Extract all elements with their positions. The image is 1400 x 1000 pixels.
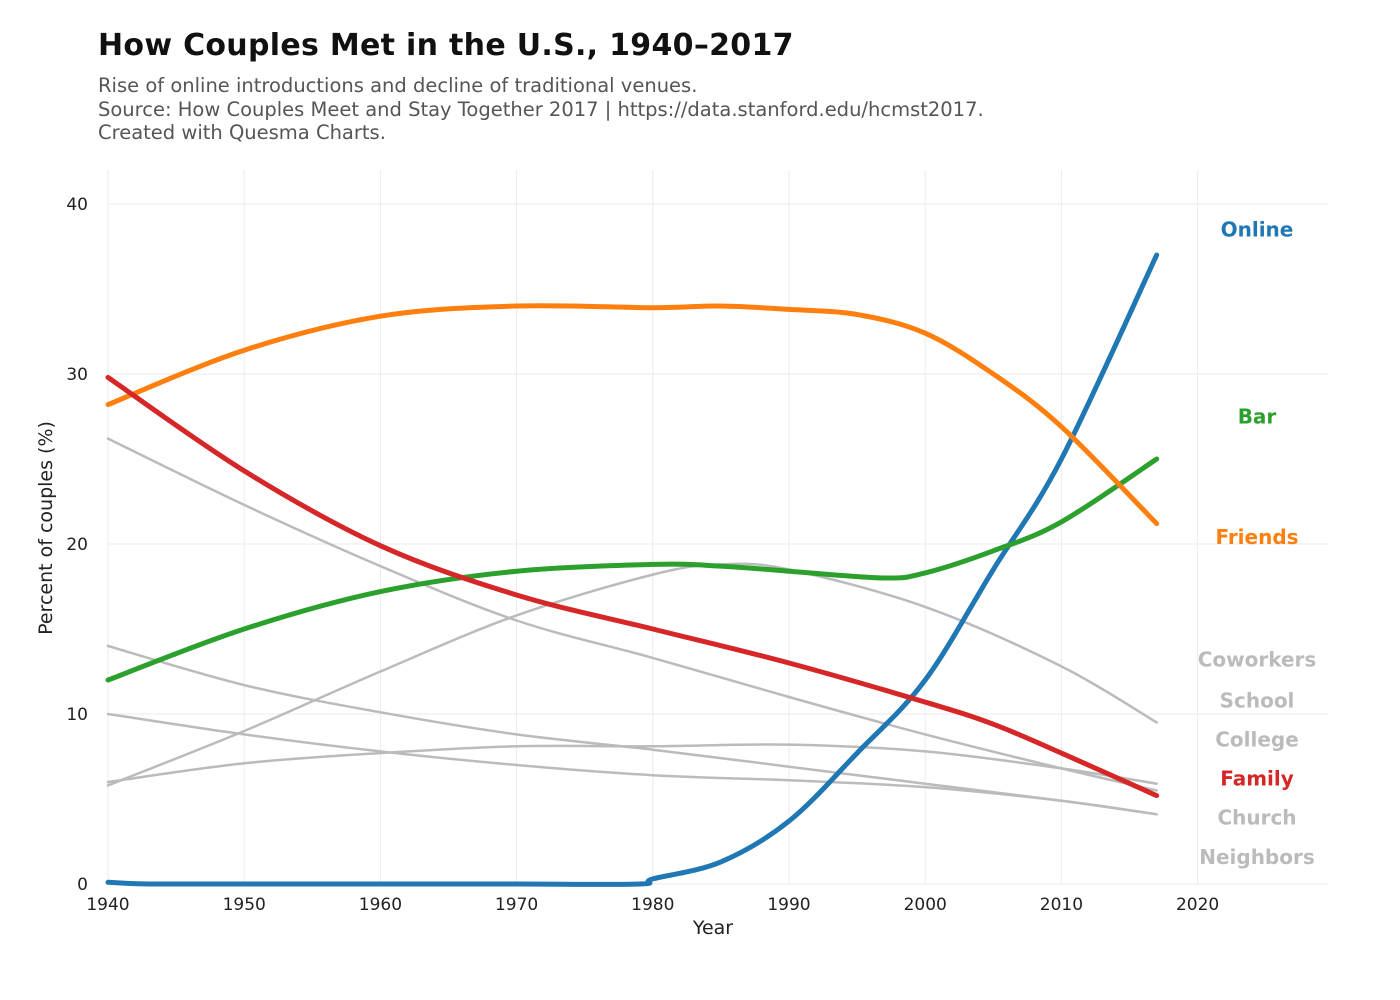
series-line-family <box>105 374 1160 799</box>
series-label-school: School <box>1220 688 1295 712</box>
x-tick-label: 1980 <box>631 895 674 915</box>
chart-subtitle: Rise of online introductions and decline… <box>98 74 698 97</box>
chart-source: Source: How Couples Meet and Stay Togeth… <box>98 98 984 121</box>
chart-title: How Couples Met in the U.S., 1940–2017 <box>98 28 794 63</box>
series-label-church: Church <box>1217 806 1296 830</box>
series-line-church <box>106 644 1158 816</box>
series-label-neighbors: Neighbors <box>1199 845 1315 869</box>
y-tick-label: 10 <box>66 705 88 725</box>
chart-credit: Created with Quesma Charts. <box>98 121 386 144</box>
axis-ticks: 1940 1950 1960 1970 1980 1990 2000 2010 2020 0 10 2… <box>66 195 1219 915</box>
series-label-online: Online <box>1221 218 1294 242</box>
y-axis-title: Percent of couples (%) <box>35 421 57 635</box>
x-tick-label: 2010 <box>1040 895 1083 915</box>
series-label-coworkers: Coworkers <box>1198 648 1317 672</box>
series-label-college: College <box>1215 728 1299 752</box>
x-tick-label: 1950 <box>223 895 266 915</box>
y-tick-label: 40 <box>66 195 88 215</box>
x-tick-label: 1990 <box>767 895 810 915</box>
y-tick-label: 0 <box>77 875 88 895</box>
series-line-friends <box>105 303 1160 527</box>
x-tick-label: 1960 <box>359 895 402 915</box>
series-lines <box>105 252 1160 887</box>
x-tick-label: 1940 <box>86 895 129 915</box>
series-label-friends: Friends <box>1215 525 1298 549</box>
series-label-family: Family <box>1220 767 1294 791</box>
series-line-college <box>106 743 1158 785</box>
series-line-coworkers <box>106 562 1158 787</box>
series-labels: Online Bar Friends Coworkers School College Fa… <box>1198 218 1317 869</box>
y-tick-label: 30 <box>66 365 88 385</box>
y-tick-label: 20 <box>66 535 88 555</box>
series-line-bar <box>105 456 1160 683</box>
x-tick-label: 2000 <box>904 895 947 915</box>
series-label-bar: Bar <box>1238 405 1277 429</box>
x-tick-label: 2020 <box>1176 895 1219 915</box>
series-line-school <box>106 437 1158 792</box>
x-tick-label: 1970 <box>495 895 538 915</box>
grid <box>107 170 1328 885</box>
series-line-neighbors <box>106 712 1158 816</box>
x-axis-title: Year <box>692 917 733 939</box>
series-line-online <box>105 252 1160 887</box>
